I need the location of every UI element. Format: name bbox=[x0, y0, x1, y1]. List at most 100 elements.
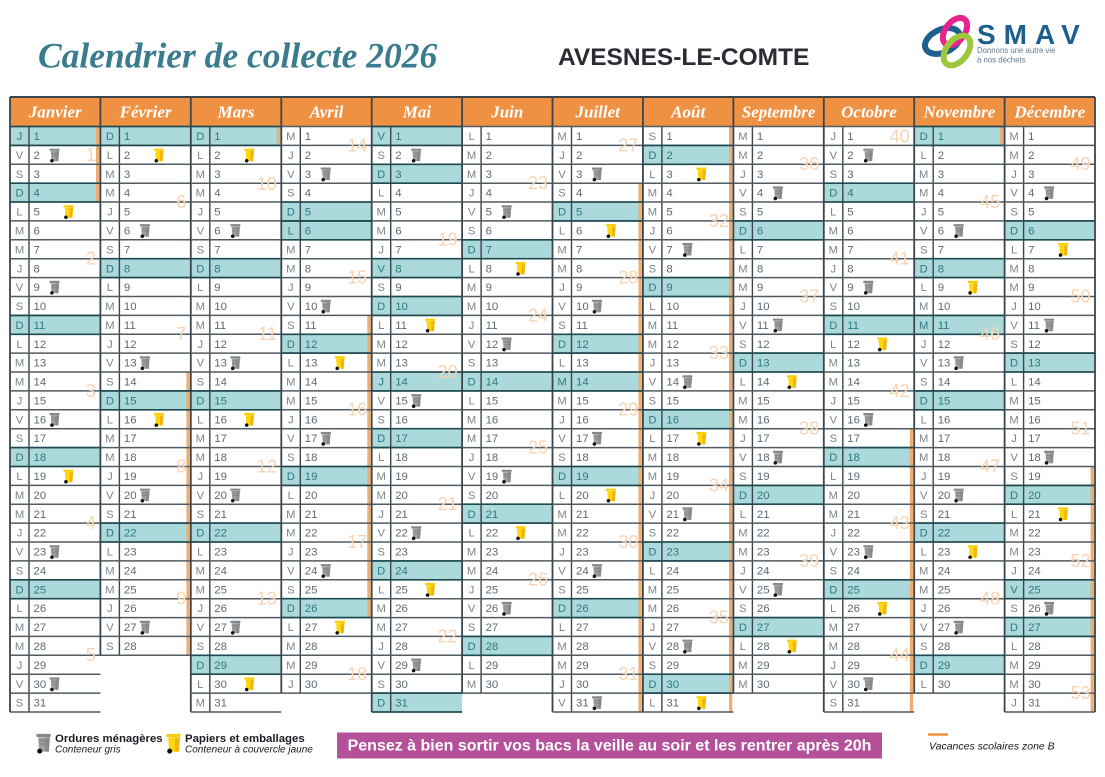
svg-text:Conteneur à couvercle jaune: Conteneur à couvercle jaune bbox=[185, 745, 313, 756]
svg-text:25: 25 bbox=[1028, 584, 1041, 596]
svg-text:30: 30 bbox=[214, 679, 227, 691]
svg-text:19: 19 bbox=[305, 471, 318, 483]
svg-text:S: S bbox=[197, 244, 204, 256]
svg-text:M: M bbox=[829, 377, 838, 389]
svg-text:1: 1 bbox=[938, 131, 944, 143]
svg-text:16: 16 bbox=[576, 414, 589, 426]
svg-text:J: J bbox=[288, 150, 294, 162]
svg-text:L: L bbox=[649, 698, 655, 710]
svg-text:Donnons une autre vie: Donnons une autre vie bbox=[977, 46, 1055, 55]
svg-text:Juillet: Juillet bbox=[574, 103, 621, 122]
svg-text:D: D bbox=[739, 358, 747, 370]
svg-text:9: 9 bbox=[486, 282, 492, 294]
svg-text:31: 31 bbox=[214, 698, 227, 710]
svg-text:Octobre: Octobre bbox=[841, 103, 897, 122]
svg-text:V: V bbox=[558, 301, 566, 313]
svg-text:S: S bbox=[468, 622, 475, 634]
svg-text:7: 7 bbox=[124, 244, 130, 256]
svg-text:D: D bbox=[1010, 622, 1018, 634]
svg-text:25: 25 bbox=[757, 584, 770, 596]
svg-text:M: M bbox=[1009, 131, 1018, 143]
svg-text:18: 18 bbox=[305, 452, 318, 464]
svg-text:10: 10 bbox=[1028, 301, 1041, 313]
svg-text:Décembre: Décembre bbox=[1013, 103, 1085, 122]
svg-text:13: 13 bbox=[1028, 358, 1041, 370]
svg-text:21: 21 bbox=[124, 509, 137, 521]
svg-text:2: 2 bbox=[757, 150, 763, 162]
svg-text:M: M bbox=[377, 339, 386, 351]
svg-text:38: 38 bbox=[799, 419, 819, 439]
svg-text:V: V bbox=[558, 433, 566, 445]
svg-text:L: L bbox=[830, 603, 836, 615]
svg-text:V: V bbox=[468, 471, 476, 483]
svg-text:8: 8 bbox=[176, 456, 186, 476]
svg-text:6: 6 bbox=[214, 226, 220, 238]
svg-text:D: D bbox=[377, 565, 385, 577]
svg-text:20: 20 bbox=[438, 362, 458, 382]
svg-text:9: 9 bbox=[214, 282, 220, 294]
svg-text:S: S bbox=[377, 547, 384, 559]
svg-text:4: 4 bbox=[1028, 188, 1034, 200]
svg-text:29: 29 bbox=[618, 400, 638, 420]
svg-text:22: 22 bbox=[438, 626, 458, 646]
svg-text:D: D bbox=[920, 263, 928, 275]
svg-text:M: M bbox=[648, 584, 657, 596]
svg-text:7: 7 bbox=[176, 324, 186, 344]
svg-text:12: 12 bbox=[305, 339, 318, 351]
svg-text:13: 13 bbox=[576, 358, 589, 370]
svg-text:19: 19 bbox=[938, 471, 951, 483]
svg-text:M: M bbox=[557, 509, 566, 521]
svg-text:8: 8 bbox=[34, 263, 40, 275]
svg-text:13: 13 bbox=[305, 358, 318, 370]
svg-text:39: 39 bbox=[799, 551, 819, 571]
svg-text:D: D bbox=[377, 301, 385, 313]
svg-text:33: 33 bbox=[709, 343, 729, 363]
svg-text:J: J bbox=[1011, 698, 1017, 710]
svg-text:22: 22 bbox=[576, 528, 589, 540]
svg-text:M: M bbox=[286, 528, 295, 540]
svg-text:17: 17 bbox=[847, 433, 860, 445]
svg-text:4: 4 bbox=[34, 188, 40, 200]
svg-text:28: 28 bbox=[666, 641, 679, 653]
svg-text:L: L bbox=[378, 584, 384, 596]
svg-text:25: 25 bbox=[666, 584, 679, 596]
svg-text:7: 7 bbox=[305, 244, 311, 256]
svg-text:M: M bbox=[196, 452, 205, 464]
svg-text:M: M bbox=[557, 131, 566, 143]
svg-text:10: 10 bbox=[486, 301, 499, 313]
svg-text:D: D bbox=[468, 377, 476, 389]
svg-text:24: 24 bbox=[847, 565, 860, 577]
svg-text:10: 10 bbox=[124, 301, 137, 313]
svg-text:S: S bbox=[739, 339, 746, 351]
svg-text:9: 9 bbox=[124, 282, 130, 294]
svg-text:L: L bbox=[288, 226, 294, 238]
svg-text:SMAV: SMAV bbox=[977, 19, 1088, 50]
svg-text:S: S bbox=[558, 188, 565, 200]
svg-text:16: 16 bbox=[34, 414, 47, 426]
svg-text:27: 27 bbox=[124, 622, 137, 634]
svg-text:M: M bbox=[377, 603, 386, 615]
svg-text:2: 2 bbox=[666, 150, 672, 162]
svg-text:M: M bbox=[467, 282, 476, 294]
svg-text:21: 21 bbox=[214, 509, 227, 521]
svg-text:M: M bbox=[648, 320, 657, 332]
svg-text:16: 16 bbox=[847, 414, 860, 426]
svg-text:23: 23 bbox=[214, 547, 227, 559]
svg-text:5: 5 bbox=[666, 207, 672, 219]
svg-text:31: 31 bbox=[576, 698, 589, 710]
svg-text:2: 2 bbox=[576, 150, 582, 162]
svg-text:30: 30 bbox=[305, 679, 318, 691]
svg-text:M: M bbox=[377, 358, 386, 370]
svg-text:L: L bbox=[288, 622, 294, 634]
svg-text:20: 20 bbox=[576, 490, 589, 502]
svg-text:26: 26 bbox=[528, 570, 548, 590]
svg-text:25: 25 bbox=[486, 584, 499, 596]
svg-text:11: 11 bbox=[1028, 320, 1040, 332]
svg-text:15: 15 bbox=[666, 396, 679, 408]
svg-text:Mai: Mai bbox=[402, 103, 432, 122]
svg-text:52: 52 bbox=[1070, 551, 1090, 571]
svg-text:8: 8 bbox=[486, 263, 492, 275]
svg-text:7: 7 bbox=[576, 244, 582, 256]
svg-text:L: L bbox=[1011, 509, 1017, 521]
svg-text:45: 45 bbox=[980, 192, 1000, 212]
